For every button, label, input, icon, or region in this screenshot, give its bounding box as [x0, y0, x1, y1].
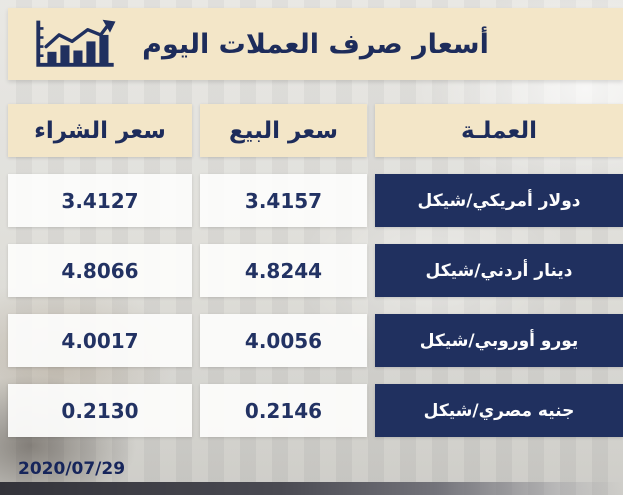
currency-cell: دولار أمريكي/شيكل — [375, 174, 623, 227]
sell-price-cell: 0.2146 — [200, 384, 367, 437]
background-bottom-strip — [0, 482, 623, 495]
sell-price-column-header: سعر البيع — [200, 104, 367, 157]
date-label: 2020/07/29 — [18, 459, 126, 479]
sell-price-cell: 4.0056 — [200, 314, 367, 367]
currency-cell: جنيه مصري/شيكل — [375, 384, 623, 437]
buy-price-cell: 4.8066 — [8, 244, 192, 297]
currency-column-header: العملـة — [375, 104, 623, 157]
title-band: أسعار صرف العملات اليوم — [8, 8, 623, 80]
chart-up-icon — [30, 17, 122, 71]
sell-price-cell: 3.4157 — [200, 174, 367, 227]
currency-cell: يورو أوروبي/شيكل — [375, 314, 623, 367]
buy-price-cell: 0.2130 — [8, 384, 192, 437]
buy-price-cell: 3.4127 — [8, 174, 192, 227]
sell-price-cell: 4.8244 — [200, 244, 367, 297]
buy-price-column-header: سعر الشراء — [8, 104, 192, 157]
rates-table: العملـة سعر البيع سعر الشراء دولار أمريك… — [8, 104, 623, 437]
page-title: أسعار صرف العملات اليوم — [142, 28, 489, 60]
currency-cell: دينار أردني/شيكل — [375, 244, 623, 297]
buy-price-cell: 4.0017 — [8, 314, 192, 367]
